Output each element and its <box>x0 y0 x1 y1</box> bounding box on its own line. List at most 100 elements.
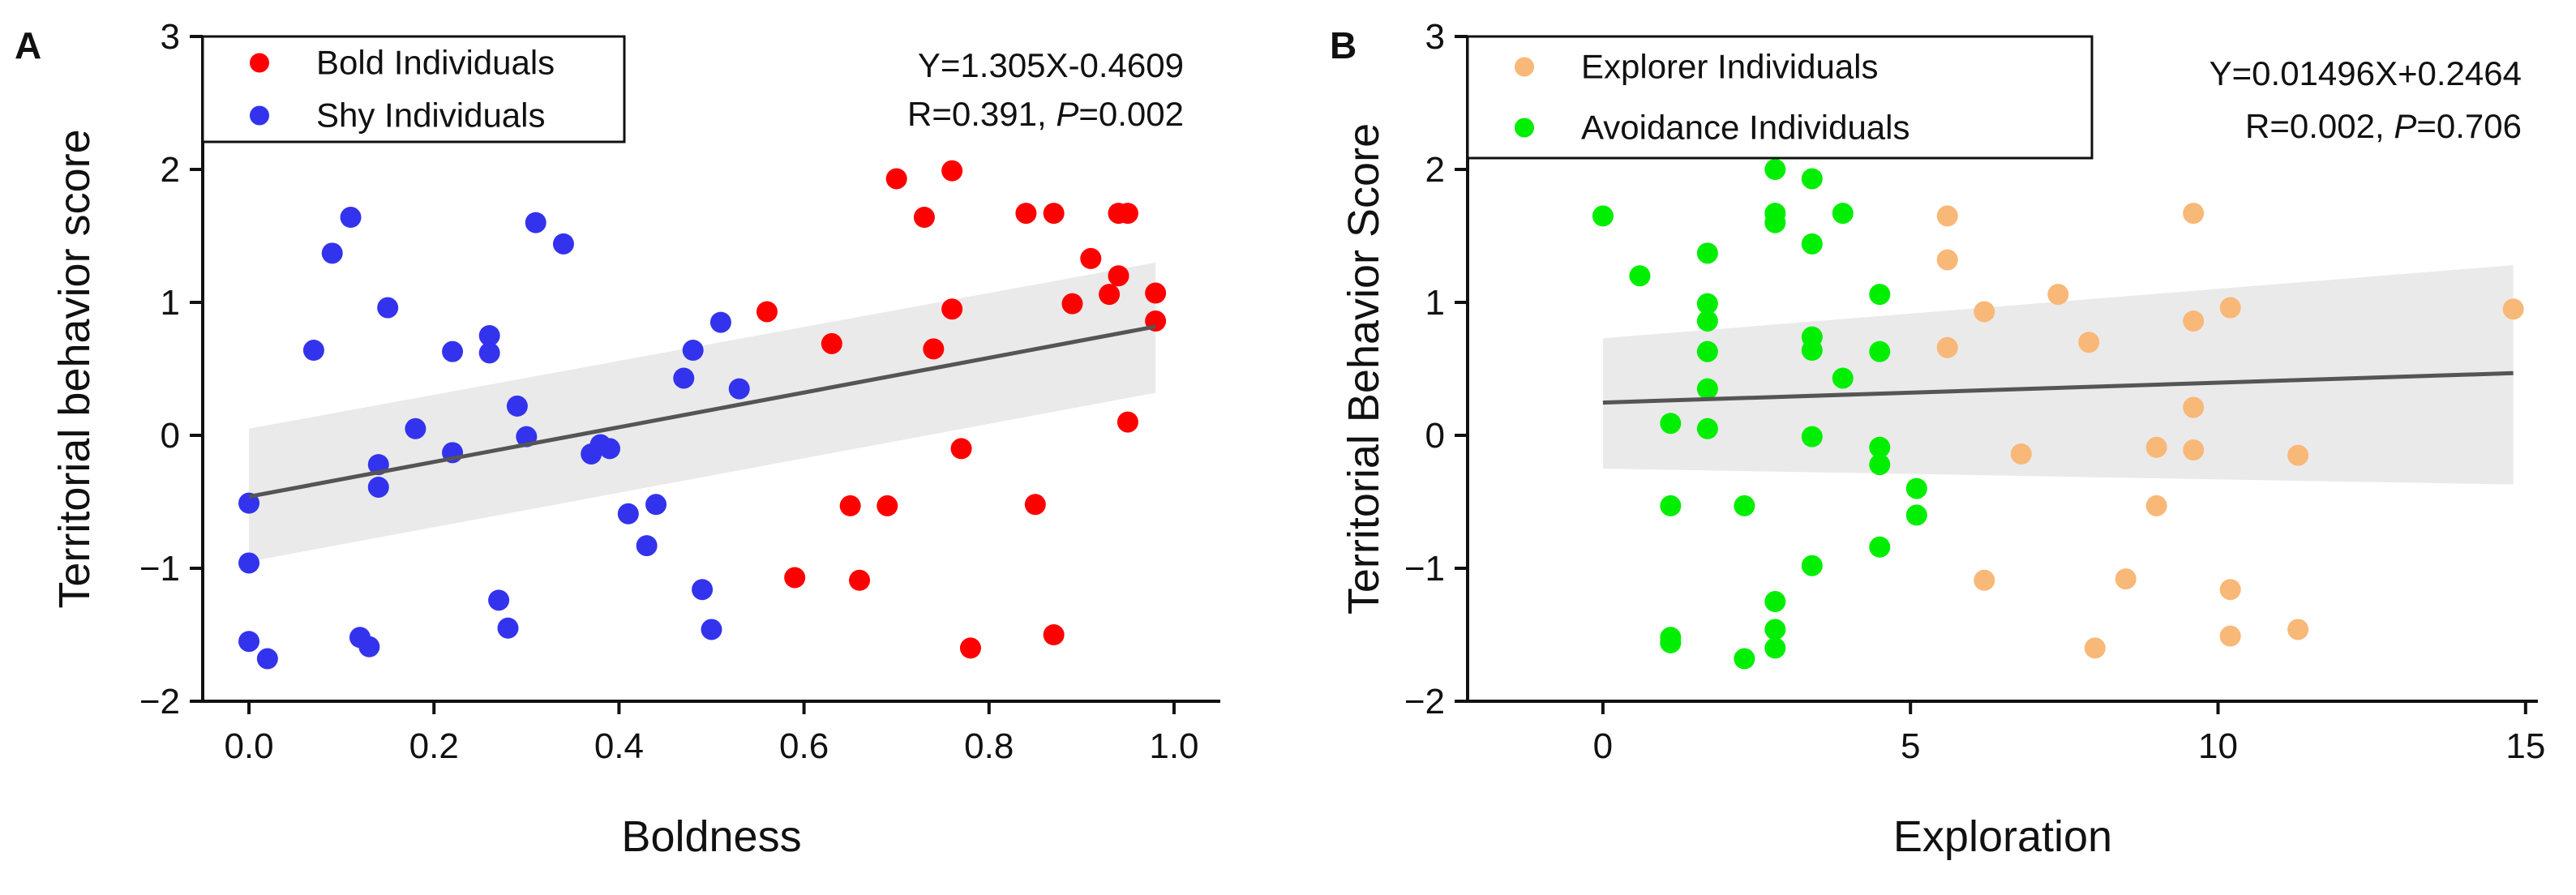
panel-a-point-bold-individuals-23 <box>1117 411 1138 433</box>
panel-b-stats-p-value: =0.706 <box>2416 107 2522 145</box>
panel-b-point-avoidance-individuals-1 <box>1629 265 1651 287</box>
panel-b-stats-p-symbol: P <box>2394 107 2416 145</box>
panel-a-ytick-label-4: 2 <box>161 150 180 190</box>
panel-a-point-bold-individuals-9 <box>941 160 963 182</box>
panel-a-equation: Y=1.305X-0.4609 <box>918 46 1184 84</box>
panel-b-point-avoidance-individuals-33 <box>1905 477 1927 499</box>
panel-a-point-shy-individuals-26 <box>617 503 639 525</box>
panel-a-point-shy-individuals-34 <box>728 378 750 400</box>
panel-b-point-avoidance-individuals-18 <box>1764 619 1786 640</box>
panel-a-point-shy-individuals-8 <box>358 636 380 657</box>
panel-b-point-explorer-individuals-1 <box>1936 249 1958 271</box>
panel-a-letter: A <box>15 24 41 66</box>
panel-a-point-shy-individuals-30 <box>682 340 704 362</box>
panel-b-point-avoidance-individuals-32 <box>1869 536 1891 558</box>
panel-b-ytick-label-0: −2 <box>1404 682 1445 722</box>
panel-b-ytick-label-2: 0 <box>1425 416 1445 456</box>
panel-b-ytick-label-5: 3 <box>1425 17 1445 57</box>
panel-a-point-shy-individuals-1 <box>238 552 260 574</box>
panel-b-point-avoidance-individuals-31 <box>1869 454 1891 476</box>
panel-b-point-avoidance-individuals-14 <box>1764 159 1786 180</box>
panel-a-x-axis-label: Boldness <box>621 812 801 861</box>
panel-a-point-bold-individuals-13 <box>1015 203 1037 225</box>
panel-a-point-shy-individuals-0 <box>238 492 260 514</box>
panel-a-ytick-label-3: 1 <box>161 283 180 323</box>
panel-b-ytick-label-4: 2 <box>1425 150 1445 190</box>
panel-a-legend: Bold Individuals Shy Individuals <box>201 35 626 143</box>
panel-a-point-bold-individuals-16 <box>1043 624 1065 645</box>
panel-b-point-explorer-individuals-15 <box>2183 439 2205 461</box>
panel-a-point-shy-individuals-12 <box>405 418 426 439</box>
panel-a-point-shy-individuals-4 <box>302 340 324 362</box>
panel-b-point-explorer-individuals-20 <box>2287 619 2309 640</box>
panel-b-legend: Explorer Individuals Avoidance Individual… <box>1466 35 2094 160</box>
panel-b-point-avoidance-individuals-13 <box>1734 648 1755 670</box>
panel-b-legend-marker-avoidance-individuals <box>1515 118 1534 138</box>
panel-b-point-avoidance-individuals-25 <box>1801 555 1823 576</box>
panel-b-point-explorer-individuals-9 <box>2115 568 2137 590</box>
panel-b-point-avoidance-individuals-20 <box>1801 168 1823 190</box>
panel-a-series-bold-individuals <box>756 160 1167 659</box>
panel-a-point-bold-individuals-6 <box>885 168 907 190</box>
panel-a-point-shy-individuals-31 <box>692 579 714 601</box>
panel-b-point-explorer-individuals-14 <box>2183 396 2205 418</box>
panel-a-point-bold-individuals-14 <box>1024 494 1046 516</box>
panel-a-point-bold-individuals-15 <box>1043 203 1065 225</box>
panel-b-equation: Y=0.01496X+0.2464 <box>2210 54 2522 92</box>
panel-a-point-bold-individuals-7 <box>913 207 935 229</box>
panel-a-point-shy-individuals-3 <box>256 648 278 670</box>
panel-b-regression-annotation: Y=0.01496X+0.2464 R=0.002, P=0.706 <box>2210 54 2522 145</box>
panel-a-point-bold-individuals-1 <box>784 567 806 589</box>
panel-b-series-explorer-individuals <box>1936 203 2524 659</box>
panel-a-point-shy-individuals-27 <box>636 535 658 557</box>
panel-b-point-avoidance-individuals-2 <box>1660 413 1682 435</box>
panel-b-point-avoidance-individuals-21 <box>1801 233 1823 255</box>
panel-b-point-explorer-individuals-16 <box>2219 297 2241 319</box>
panel-a-point-shy-individuals-17 <box>488 589 510 611</box>
panel-b-point-explorer-individuals-8 <box>2084 637 2106 659</box>
panel-b-point-avoidance-individuals-17 <box>1764 591 1786 612</box>
panel-b-regression-line <box>1602 370 2514 405</box>
panel-a-legend-label-bold-individuals: Bold Individuals <box>316 44 555 82</box>
panel-a-xtick-label-3: 0.6 <box>779 726 829 766</box>
panel-b-ytick-label-3: 1 <box>1425 283 1445 323</box>
panel-a-ytick-label-0: −2 <box>139 682 180 722</box>
panel-a-point-shy-individuals-13 <box>442 340 464 362</box>
panel-a-ytick-label-1: −1 <box>139 549 180 589</box>
panel-a-point-shy-individuals-33 <box>709 311 731 333</box>
panel-b-point-avoidance-individuals-26 <box>1832 203 1854 225</box>
panel-a-point-bold-individuals-0 <box>756 301 778 323</box>
panel-a-point-shy-individuals-15 <box>478 325 500 346</box>
panel-b-y-axis-label: Territorial Behavior Score <box>1339 123 1388 615</box>
panel-a-xtick-label-5: 1.0 <box>1149 726 1198 766</box>
panel-b-point-avoidance-individuals-27 <box>1832 367 1854 389</box>
panel-a-point-bold-individuals-10 <box>941 298 963 320</box>
panel-b-point-avoidance-individuals-19 <box>1764 637 1786 659</box>
panel-b-point-explorer-individuals-21 <box>2502 298 2524 320</box>
panel-b-xtick-label-1: 5 <box>1901 726 1920 766</box>
panel-b-xtick-label-0: 0 <box>1593 726 1613 766</box>
panel-b-point-avoidance-individuals-23 <box>1801 340 1823 362</box>
panel-b-point-explorer-individuals-5 <box>2010 443 2032 465</box>
panel-a-point-bold-individuals-11 <box>950 438 972 460</box>
panel-b-point-avoidance-individuals-7 <box>1696 293 1718 315</box>
panel-a-point-shy-individuals-2 <box>238 631 260 653</box>
panel-b-point-avoidance-individuals-29 <box>1869 340 1891 362</box>
panel-b-legend-box <box>1466 35 2094 160</box>
panel-b-point-avoidance-individuals-28 <box>1869 284 1891 306</box>
panel-b-ytick-label-1: −1 <box>1404 549 1445 589</box>
panel-a-point-shy-individuals-19 <box>506 395 528 417</box>
panel-a-legend-marker-bold-individuals <box>250 53 269 73</box>
panel-b-point-avoidance-individuals-11 <box>1696 418 1718 439</box>
panel-a-point-shy-individuals-21 <box>525 212 546 233</box>
panel-a-point-shy-individuals-25 <box>599 438 620 460</box>
panel-a-y-axis-label: Territorial behavior score <box>50 129 99 608</box>
panel-a-point-bold-individuals-8 <box>923 338 945 360</box>
panel-a-point-bold-individuals-4 <box>849 569 871 591</box>
panel-a-legend-box <box>201 35 626 143</box>
panel-b-point-avoidance-individuals-0 <box>1592 205 1614 227</box>
panel-a-point-shy-individuals-10 <box>367 476 389 498</box>
panel-a-stats-p-symbol: P <box>1056 95 1078 133</box>
panel-b-letter: B <box>1330 24 1357 66</box>
